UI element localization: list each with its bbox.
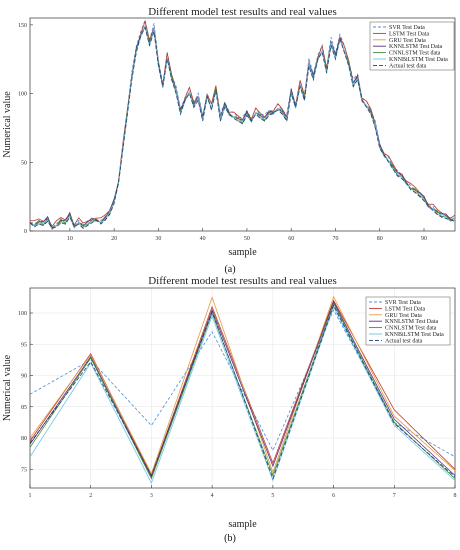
x-tick-label: 30 — [155, 236, 161, 242]
x-tick-label: 5 — [271, 493, 274, 499]
y-tick-label: 80 — [21, 436, 27, 442]
y-tick-label: 100 — [18, 311, 27, 317]
series-line-0 — [30, 308, 455, 458]
x-axis-label: sample — [228, 519, 257, 530]
x-tick-label: 20 — [111, 236, 117, 242]
x-tick-label: 70 — [332, 236, 338, 242]
y-tick-label: 75 — [21, 467, 27, 473]
legend-entry: KNNLSTM Test Data — [389, 44, 442, 50]
y-axis-label: Numerical value — [2, 354, 13, 421]
x-tick-label: 6 — [332, 493, 335, 499]
legend-entry: SVR Test Data — [389, 25, 425, 31]
legend-entry: GRU Test Data — [389, 38, 426, 44]
x-tick-label: 90 — [421, 236, 427, 242]
x-axis-label: sample — [228, 247, 257, 258]
y-tick-label: 0 — [24, 229, 27, 235]
y-tick-label: 150 — [18, 23, 27, 29]
x-tick-label: 4 — [211, 493, 214, 499]
x-tick-label: 40 — [200, 236, 206, 242]
plot-frame — [29, 17, 456, 232]
panel-label: (b) — [224, 533, 236, 544]
x-tick-label: 3 — [150, 493, 153, 499]
x-tick-label: 7 — [393, 493, 396, 499]
y-axis-label: Numerical value — [2, 91, 13, 158]
x-tick-label: 2 — [89, 493, 92, 499]
legend-entry: CNNLSTM Test data — [389, 51, 441, 57]
legend-entry: KNNBiLSTM Test Data — [385, 332, 444, 338]
series-line-6 — [30, 26, 455, 229]
x-tick-label: 1 — [29, 493, 32, 499]
legend-entry: LSTM Test Data — [385, 306, 425, 312]
series-line-3 — [30, 300, 455, 478]
chart-title-1: Different model test results and real va… — [148, 275, 337, 287]
panel-label: (a) — [224, 264, 235, 275]
x-tick-label: 50 — [244, 236, 250, 242]
y-tick-label: 50 — [21, 160, 27, 166]
series-line-5 — [30, 305, 455, 485]
y-tick-label: 85 — [21, 405, 27, 411]
x-tick-label: 10 — [67, 236, 73, 242]
legend-entry: Actual test data — [389, 63, 427, 69]
legend-entry: LSTM Test Data — [389, 31, 429, 37]
legend-entry: GRU Test Data — [385, 313, 422, 319]
legend-entry: KNNBiLSTM Test Data — [389, 57, 448, 63]
x-tick-label: 60 — [288, 236, 294, 242]
legend-entry: SVR Test Data — [385, 300, 421, 306]
series-line-5 — [30, 24, 455, 231]
series-line-6 — [30, 304, 455, 480]
y-tick-label: 100 — [18, 92, 27, 98]
y-tick-label: 95 — [21, 342, 27, 348]
x-tick-label: 8 — [454, 493, 457, 499]
legend-entry: KNNLSTM Test Data — [385, 319, 438, 325]
series-line-2 — [30, 295, 455, 475]
legend-entry: Actual test data — [385, 338, 423, 344]
chart-title-0: Different model test results and real va… — [148, 6, 337, 18]
plot-frame — [29, 287, 456, 489]
y-tick-label: 90 — [21, 374, 27, 380]
x-tick-label: 80 — [377, 236, 383, 242]
legend-entry: CNNLSTM Test data — [385, 326, 437, 332]
